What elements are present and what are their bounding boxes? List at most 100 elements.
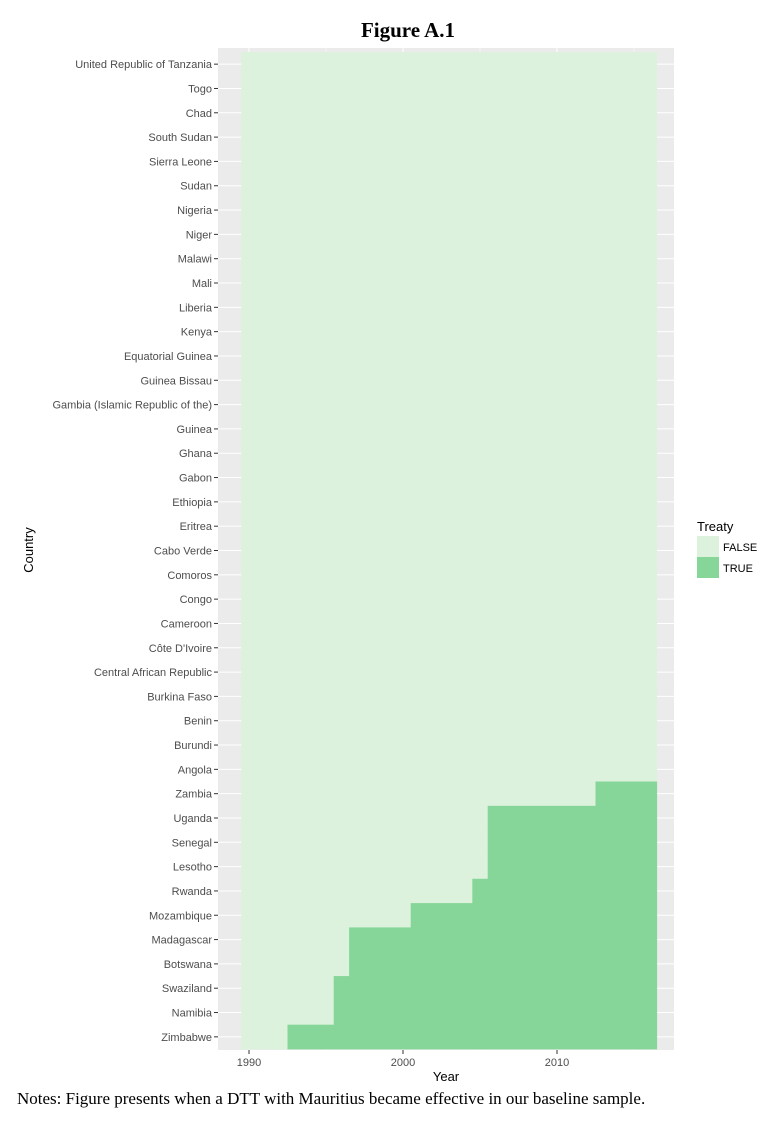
x-axis-title: Year [433,1069,460,1084]
y-tick-label: Niger [186,229,213,241]
y-tick-label: Nigeria [177,205,213,217]
tile-false-26 [241,684,658,709]
figure-notes: Notes: Figure presents when a DTT with M… [17,1089,646,1108]
tile-false-20 [241,538,658,564]
tile-false-23 [241,611,658,637]
tile-false-33 [241,854,488,880]
tile-false-30 [241,781,596,807]
tile-false-36 [241,927,350,953]
tile-false-29 [241,757,658,782]
y-tick-label: Namibia [172,1008,213,1020]
tile-false-10 [241,295,658,320]
legend-key-true [697,557,719,578]
tile-false-18 [241,489,658,515]
x-tick-label: 2010 [545,1057,569,1069]
y-tick-label: Benin [184,716,212,728]
y-tick-label: Cabo Verde [154,546,212,558]
tile-false-16 [241,441,658,466]
y-tick-label: Uganda [173,813,212,825]
y-tick-label: Botswana [164,959,213,971]
tile-true-36 [349,927,658,953]
tile-true-38 [333,976,658,1001]
legend: Treaty FALSE TRUE [697,519,757,578]
tile-false-27 [241,708,658,734]
y-tick-label: Chad [186,108,212,120]
tile-false-24 [241,635,658,661]
tile-false-37 [241,951,350,977]
y-tick-label: Swaziland [162,983,212,995]
x-axis: 1990 2000 2010 [237,1050,569,1069]
tile-false-6 [241,197,658,223]
tile-false-9 [241,270,658,296]
y-tick-label: Angola [178,764,213,776]
x-tick-label: 1990 [237,1057,261,1069]
x-tick-label: 2000 [391,1057,415,1069]
tile-false-7 [241,222,658,247]
y-tick-label: Togo [188,83,212,95]
tile-true-34 [472,878,658,904]
tile-false-39 [241,1000,334,1026]
tile-false-11 [241,319,658,345]
tile-false-15 [241,416,658,442]
y-tick-label: United Republic of Tanzania [75,59,213,71]
y-tick-label: Kenya [181,327,213,339]
y-tick-label: Senegal [172,837,212,849]
y-tick-label: Zimbabwe [161,1032,212,1044]
y-tick-label: Liberia [179,302,213,314]
tile-false-3 [241,124,658,150]
y-tick-label: Zambia [175,789,213,801]
y-tick-label: Guinea Bissau [140,375,212,387]
tile-true-33 [487,854,658,880]
y-tick-label: Eritrea [180,521,213,533]
tile-false-32 [241,830,488,855]
y-tick-label: Equatorial Guinea [124,351,213,363]
tile-true-39 [333,1000,658,1026]
tile-false-31 [241,805,488,831]
y-tick-label: Gabon [179,473,212,485]
tile-false-4 [241,149,658,174]
tile-false-21 [241,562,658,588]
y-tick-label: Guinea [177,424,213,436]
y-tick-label: Burkina Faso [147,691,212,703]
tile-true-31 [487,805,658,831]
tile-true-40 [287,1024,658,1050]
y-tick-label: Burundi [174,740,212,752]
tile-false-17 [241,465,658,491]
tile-false-22 [241,586,658,612]
heatmap-tiles [241,52,658,1050]
y-tick-label: Ethiopia [172,497,213,509]
y-tick-label: Rwanda [172,886,213,898]
tile-true-32 [487,830,658,855]
tile-false-0 [241,52,658,77]
y-axis: United Republic of Tanzania Togo Chad South… [52,59,218,1044]
legend-title: Treaty [697,519,734,534]
y-axis-title: Country [21,527,36,573]
tile-false-12 [241,343,658,369]
tile-false-2 [241,100,658,126]
tile-true-30 [595,781,658,807]
tile-false-13 [241,368,658,393]
tile-false-1 [241,76,658,102]
y-tick-label: Malawi [178,254,212,266]
treaty-heatmap-chart: United Republic of Tanzania Togo Chad South… [21,48,757,1084]
y-tick-label: Sierra Leone [149,156,212,168]
y-tick-label: Comoros [167,570,212,582]
tile-false-14 [241,392,658,418]
tile-false-8 [241,246,658,272]
legend-label-true: TRUE [723,563,753,575]
tile-false-34 [241,878,473,904]
y-tick-label: Cameroon [161,618,212,630]
y-tick-label: South Sudan [148,132,212,144]
y-tick-label: Lesotho [173,862,212,874]
y-tick-label: Gambia (Islamic Republic of the) [52,400,212,412]
tile-true-37 [349,951,658,977]
y-tick-label: Côte D'Ivoire [149,643,212,655]
tile-false-40 [241,1024,288,1050]
tile-false-28 [241,732,658,758]
y-tick-label: Ghana [179,448,213,460]
legend-key-false [697,536,719,557]
y-tick-label: Mozambique [149,910,212,922]
y-tick-label: Congo [180,594,212,606]
y-tick-label: Sudan [180,181,212,193]
y-tick-label: Madagascar [151,935,212,947]
